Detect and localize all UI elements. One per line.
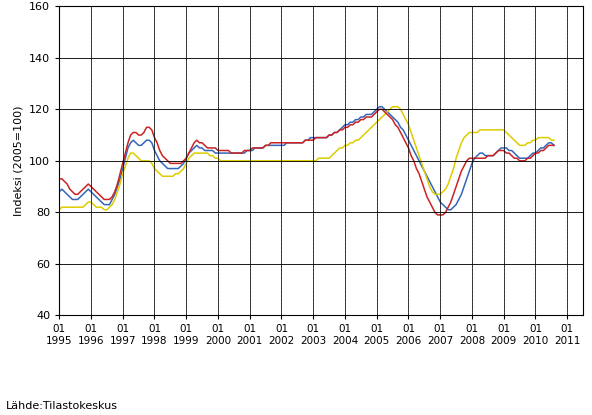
Line: Vientiliikevaihto: Vientiliikevaihto <box>59 109 554 215</box>
Koko liikevaihto <box>551 143 558 148</box>
Kotimaan liikevaihto <box>389 104 396 109</box>
Koko liikevaihto <box>220 151 227 156</box>
Kotimaan liikevaihto <box>551 138 558 143</box>
Vientiliikevaihto <box>236 151 243 156</box>
Koko liikevaihto <box>56 189 63 194</box>
Vientiliikevaihto <box>56 176 63 181</box>
Vientiliikevaihto <box>551 143 558 148</box>
Koko liikevaihto <box>58 187 65 192</box>
Line: Kotimaan liikevaihto: Kotimaan liikevaihto <box>59 107 554 210</box>
Vientiliikevaihto <box>58 176 65 181</box>
Kotimaan liikevaihto <box>236 158 243 163</box>
Kotimaan liikevaihto <box>106 205 113 210</box>
Text: Lähde:Tilastokeskus: Lähde:Tilastokeskus <box>6 401 118 411</box>
Kotimaan liikevaihto <box>220 158 227 163</box>
Vientiliikevaihto <box>376 107 383 112</box>
Vientiliikevaihto <box>434 212 441 217</box>
Koko liikevaihto <box>106 202 113 207</box>
Kotimaan liikevaihto <box>58 205 65 210</box>
Y-axis label: Indeksi (2005=100): Indeksi (2005=100) <box>14 105 24 216</box>
Koko liikevaihto <box>445 207 452 212</box>
Kotimaan liikevaihto <box>56 207 63 212</box>
Vientiliikevaihto <box>106 197 113 202</box>
Vientiliikevaihto <box>540 148 547 153</box>
Koko liikevaihto <box>236 151 243 156</box>
Line: Koko liikevaihto: Koko liikevaihto <box>59 107 554 210</box>
Vientiliikevaihto <box>207 145 214 150</box>
Vientiliikevaihto <box>220 148 227 153</box>
Kotimaan liikevaihto <box>207 153 214 158</box>
Koko liikevaihto <box>376 104 383 109</box>
Koko liikevaihto <box>207 148 214 153</box>
Koko liikevaihto <box>540 145 547 150</box>
Kotimaan liikevaihto <box>537 135 544 140</box>
